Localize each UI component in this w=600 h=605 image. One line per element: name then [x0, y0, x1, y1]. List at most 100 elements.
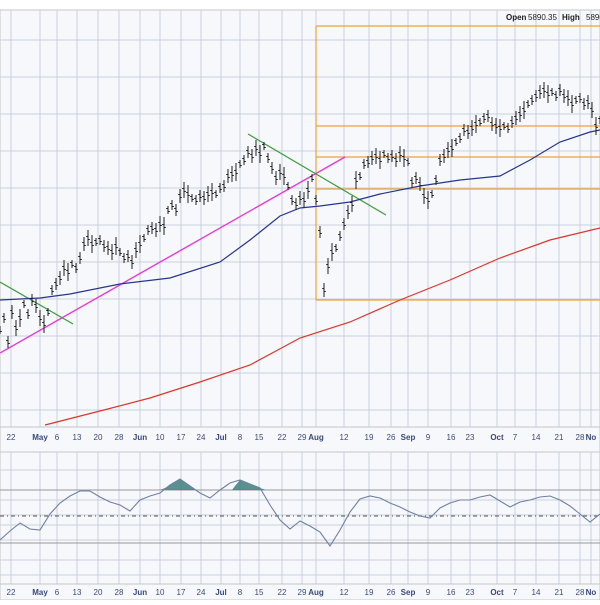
price-bar-118	[470, 120, 474, 136]
price-bar-101	[402, 149, 406, 167]
price-bar-62	[246, 146, 250, 158]
price-bar-138	[550, 88, 554, 96]
price-bar-131	[522, 101, 526, 119]
price-bar-27	[106, 241, 110, 255]
price-bar-54	[214, 190, 218, 198]
upper-axis-tick-7: 10	[156, 433, 165, 442]
price-bar-139	[554, 91, 558, 101]
price-bar-107	[426, 191, 430, 209]
lower-axis-tick-11: 8	[238, 588, 243, 597]
upper-axis-tick-18: 26	[387, 433, 396, 442]
price-bar-14	[54, 278, 58, 290]
price-bar-56	[222, 180, 226, 192]
lower-axis-tick-15: Aug	[308, 588, 324, 597]
ma-200-line	[44, 227, 600, 426]
lower-axis-tick-27: 28	[576, 588, 585, 597]
price-bar-23	[90, 235, 94, 253]
price-bar-15	[58, 271, 62, 285]
price-bar-67	[266, 153, 270, 163]
price-bar-89	[354, 171, 358, 189]
price-bar-116	[462, 124, 466, 136]
price-bar-45	[178, 189, 182, 203]
price-bar-36	[142, 234, 146, 242]
price-bar-42	[166, 206, 170, 214]
price-bar-130	[518, 106, 522, 122]
price-bar-143	[570, 95, 574, 113]
upper-axis-tick-28: No	[586, 433, 597, 442]
upper-axis-tick-16: 12	[340, 433, 349, 442]
price-bar-59	[234, 163, 238, 181]
price-bar-105	[418, 177, 422, 191]
price-bar-12	[46, 308, 50, 316]
price-bar-120	[478, 118, 482, 126]
price-bar-26	[102, 240, 106, 252]
price-bar-39	[154, 223, 158, 237]
price-bar-73	[290, 195, 294, 205]
upper-axis-tick-9: 24	[197, 433, 206, 442]
price-bar-18	[70, 260, 74, 268]
price-bar-74	[294, 198, 298, 210]
price-bar-103	[410, 177, 414, 187]
price-bar-98	[390, 150, 394, 162]
price-bar-136	[542, 82, 546, 98]
lower-axis-tick-19: Sep	[401, 588, 416, 597]
lower-date-axis: 22 May 6 13 20 28 Jun 10 17 24 Jul 8 15 22 29 Aug 12 19 26…	[7, 588, 597, 597]
price-bar-94	[374, 148, 378, 164]
lower-axis-tick-4: 20	[94, 588, 103, 597]
price-bar-24	[94, 238, 98, 246]
upper-axis-tick-15: Aug	[308, 433, 324, 442]
price-bar-81	[322, 283, 326, 297]
price-bar-60	[238, 160, 242, 168]
price-bar-109	[434, 175, 438, 185]
price-bar-11	[42, 315, 46, 333]
upper-date-axis: 22 May 6 13 20 28 Jun 10 17 24 Jul 8 15 22 29 Aug 12 19 26…	[7, 433, 597, 442]
price-bar-123	[490, 117, 494, 131]
rsi-lines	[0, 478, 600, 547]
upper-axis-tick-5: 28	[115, 433, 124, 442]
lower-axis-tick-12: 15	[255, 588, 264, 597]
price-bar-31	[122, 253, 126, 263]
price-bar-82	[326, 258, 330, 274]
price-bar-142	[566, 90, 570, 106]
lower-axis-tick-9: 24	[197, 588, 206, 597]
price-bar-140	[558, 84, 562, 96]
price-bar-58	[230, 166, 234, 182]
lower-axis-tick-25: 14	[532, 588, 541, 597]
lower-axis-tick-6: Jun	[133, 588, 147, 597]
price-bar-93	[370, 151, 374, 165]
price-bar-119	[474, 115, 478, 133]
price-bar-146	[582, 98, 586, 110]
price-bar-77	[306, 181, 310, 199]
price-bar-33	[130, 255, 134, 269]
ma-50-line	[0, 129, 600, 301]
price-bar-17	[66, 263, 70, 281]
price-bar-78	[310, 174, 314, 182]
header-high-value: 5890	[586, 13, 600, 22]
price-bar-46	[182, 182, 186, 198]
upper-axis-tick-19: Sep	[401, 433, 416, 442]
price-bar-127	[506, 123, 510, 133]
price-bar-48	[190, 194, 194, 202]
upper-axis-tick-3: 13	[73, 433, 82, 442]
upper-axis-tick-0: 22	[7, 433, 16, 442]
price-bar-147	[586, 95, 590, 109]
lower-axis-tick-0: 22	[7, 588, 16, 597]
price-bar-49	[194, 195, 198, 205]
price-bar-99	[394, 153, 398, 167]
price-bar-97	[386, 153, 390, 163]
upper-axis-tick-4: 20	[94, 433, 103, 442]
price-bar-5	[18, 309, 22, 327]
price-bar-52	[206, 186, 210, 202]
price-bar-100	[398, 146, 402, 162]
price-bar-133	[530, 95, 534, 105]
lower-axis-tick-3: 13	[73, 588, 82, 597]
price-bar-108	[430, 190, 434, 198]
price-bar-76	[302, 192, 306, 208]
upper-axis-tick-11: 8	[238, 433, 243, 442]
upper-axis-tick-17: 19	[365, 433, 374, 442]
upper-axis-tick-23: Oct	[490, 433, 504, 442]
upper-axis-tick-8: 17	[177, 433, 186, 442]
price-bar-112	[446, 142, 450, 158]
lower-axis-tick-7: 10	[156, 588, 165, 597]
lower-axis-tick-23: Oct	[490, 588, 504, 597]
